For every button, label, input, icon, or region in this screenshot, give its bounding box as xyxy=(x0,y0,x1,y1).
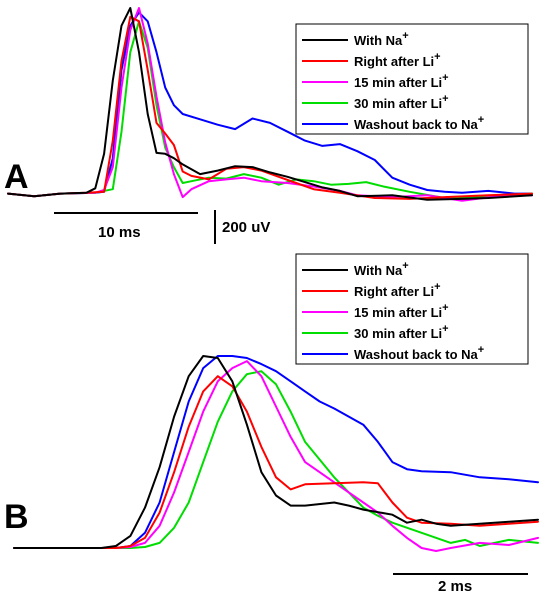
panel-a-trace-0 xyxy=(7,7,533,201)
panel-b-traces xyxy=(13,355,539,552)
panel-b-legend: With Na+ Right after Li+ 15 min after Li+ 3… xyxy=(295,253,529,365)
panel-b-legend-label-1: Right after Li+ xyxy=(354,281,441,299)
panel-a-amplitude-scalebar-label: 200 uV xyxy=(222,219,270,236)
panel-b-trace-2 xyxy=(13,360,539,552)
panel-b-time-scalebar-label: 2 ms xyxy=(438,578,472,595)
panel-b-trace-4 xyxy=(13,355,539,549)
panel-b-legend-label-0: With Na+ xyxy=(354,260,409,278)
panel-a-legend-label-3: 30 min after Li+ xyxy=(354,93,449,111)
panel-a-time-scalebar: 10 ms xyxy=(54,212,198,241)
panel-a-legend-box xyxy=(295,23,529,135)
panel-b-trace-1 xyxy=(13,375,539,549)
panel-a-traces xyxy=(7,7,533,202)
panel-b-legend-label-4: Washout back to Na+ xyxy=(354,344,484,362)
panel-b-chart: B 2 ms With Na+ Right after Li+ 15 min aft… xyxy=(4,253,539,595)
panel-a-label: A xyxy=(4,158,29,196)
panel-a-legend-label-1: Right after Li+ xyxy=(354,51,441,69)
panel-a-trace-4 xyxy=(7,11,533,198)
panel-b-trace-3 xyxy=(13,370,539,549)
panel-a-legend-label-4: Washout back to Na+ xyxy=(354,114,484,132)
panel-a-legend-label-2: 15 min after Li+ xyxy=(354,72,449,90)
panel-b-legend-label-3: 30 min after Li+ xyxy=(354,323,449,341)
panel-b-time-scalebar: 2 ms xyxy=(393,573,528,595)
panel-a-trace-3 xyxy=(7,20,533,199)
panel-a-time-scalebar-label: 10 ms xyxy=(98,224,141,241)
panel-a-amplitude-scalebar: 200 uV xyxy=(214,210,270,244)
panel-a-legend: With Na+ Right after Li+ 15 min after Li+ 3… xyxy=(295,23,529,135)
panel-a-legend-label-0: With Na+ xyxy=(354,30,409,48)
panel-b-legend-label-2: 15 min after Li+ xyxy=(354,302,449,320)
panel-a-chart: A 10 ms 200 uV With Na+ Right after Li+ 15… xyxy=(4,7,533,244)
panel-b-trace-0 xyxy=(13,355,539,549)
panel-b-legend-box xyxy=(295,253,529,365)
panel-b-label: B xyxy=(4,498,29,536)
